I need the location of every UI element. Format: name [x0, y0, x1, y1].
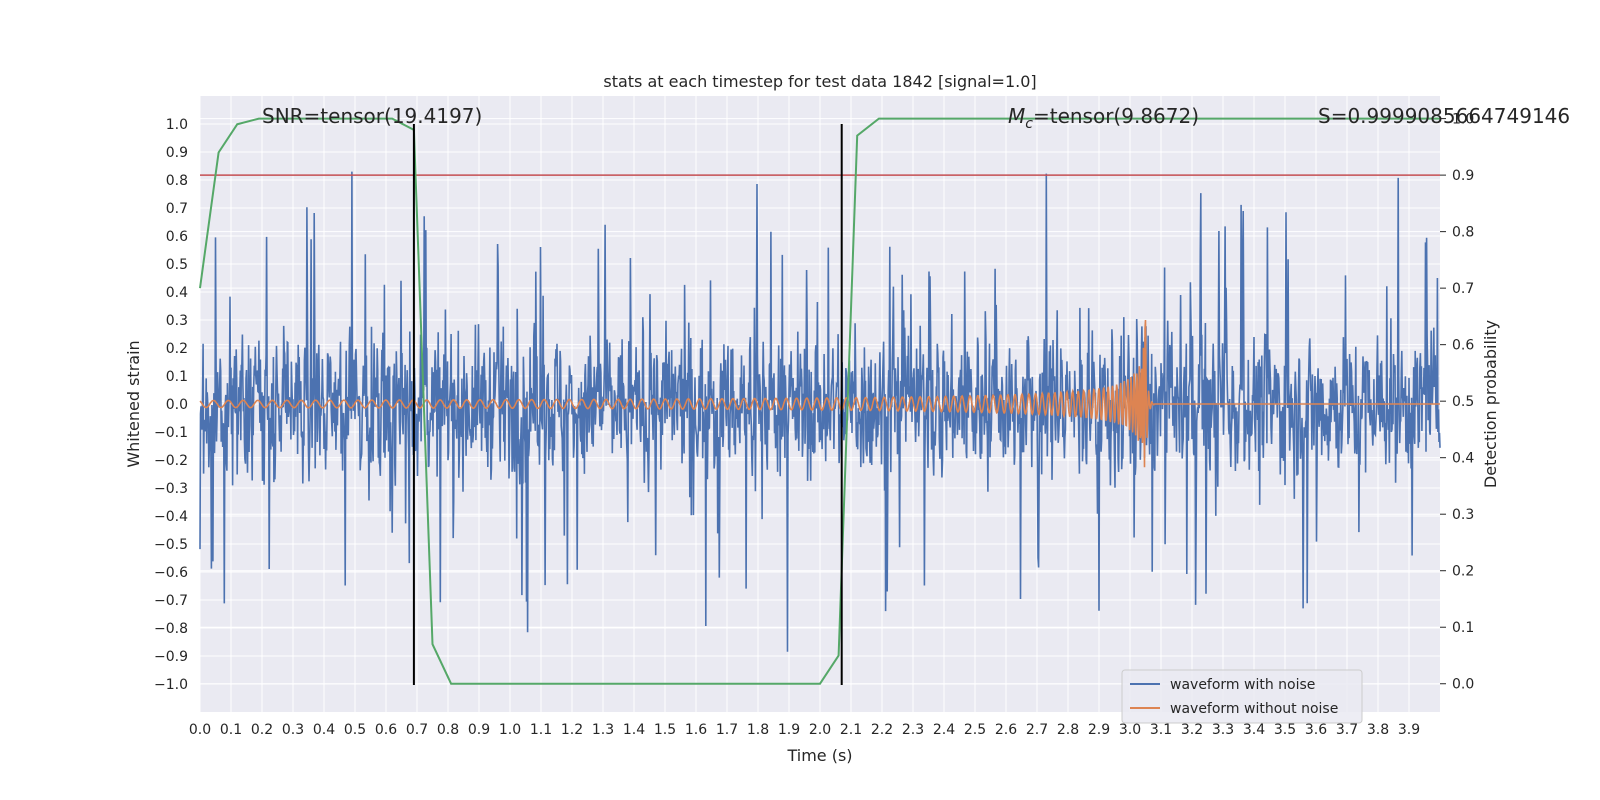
- y-tick-label: 0.1: [166, 369, 188, 385]
- x-tick-label: 0.6: [375, 722, 397, 738]
- x-tick-label: 0.1: [220, 722, 242, 738]
- chirp-mass-value: =tensor(9.8672): [1033, 104, 1199, 128]
- x-tick-label: 1.3: [592, 722, 614, 738]
- y2-tick-label: 1.0: [1452, 112, 1474, 128]
- x-tick-label: 1.4: [623, 722, 645, 738]
- legend-box: [1121, 669, 1363, 724]
- y-tick-label: 0.8: [166, 173, 188, 189]
- x-tick-label: 1.9: [778, 722, 800, 738]
- y2-tick-label: 0.1: [1452, 620, 1474, 636]
- y2-tick-label: 0.6: [1452, 338, 1474, 354]
- chirp-mass-symbol: M: [1008, 104, 1025, 128]
- x-tick-label: 2.1: [840, 722, 862, 738]
- x-tick-label: 3.5: [1274, 722, 1296, 738]
- x-tick-label: 1.1: [530, 722, 552, 738]
- y-tick-label: −0.5: [154, 537, 188, 553]
- x-tick-label: 3.3: [1212, 722, 1234, 738]
- x-tick-label: 2.5: [964, 722, 986, 738]
- x-tick-label: 2.7: [1026, 722, 1048, 738]
- x-tick-label: 0.9: [468, 722, 490, 738]
- y2-axis-ticks: 1.0 0.9 0.8 0.7 0.6 0.5 0.4 0.3 0.2 0.1 0.0: [1440, 112, 1474, 693]
- y-tick-label: −0.6: [154, 565, 188, 581]
- legend-label-noise: waveform with noise: [1170, 677, 1315, 693]
- x-tick-label: 3.8: [1367, 722, 1389, 738]
- y-tick-label: 0.2: [166, 341, 188, 357]
- y-tick-label: −0.1: [154, 425, 188, 441]
- legend: waveform with noise waveform without noi…: [1121, 669, 1363, 724]
- x-tick-label: 0.8: [437, 722, 459, 738]
- x-tick-label: 3.2: [1181, 722, 1203, 738]
- x-tick-label: 2.2: [871, 722, 893, 738]
- y2-tick-label: 0.0: [1452, 677, 1474, 693]
- x-tick-label: 2.4: [933, 722, 955, 738]
- x-tick-label: 3.9: [1398, 722, 1420, 738]
- x-tick-label: 3.6: [1305, 722, 1327, 738]
- y-tick-label: 0.6: [166, 229, 188, 245]
- y-tick-label: −1.0: [154, 677, 188, 693]
- x-tick-label: 2.8: [1057, 722, 1079, 738]
- y-tick-label: 0.7: [166, 201, 188, 217]
- y2-tick-label: 0.3: [1452, 507, 1474, 523]
- x-tick-label: 2.3: [902, 722, 924, 738]
- x-tick-label: 3.4: [1243, 722, 1265, 738]
- x-tick-label: 0.0: [189, 722, 211, 738]
- chirp-mass-annotation: Mc=tensor(9.8672): [1008, 104, 1199, 132]
- x-tick-label: 2.9: [1088, 722, 1110, 738]
- y2-tick-label: 0.5: [1452, 394, 1474, 410]
- y-tick-label: 0.4: [166, 285, 188, 301]
- snr-annotation: SNR=tensor(19.4197): [262, 104, 482, 128]
- chart-title: stats at each timestep for test data 184…: [603, 72, 1036, 91]
- y2-tick-label: 0.9: [1452, 168, 1474, 184]
- y2-tick-label: 0.8: [1452, 225, 1474, 241]
- x-tick-label: 3.0: [1119, 722, 1141, 738]
- series-detection-probability: [199, 117, 1440, 685]
- x-tick-label: 3.7: [1336, 722, 1358, 738]
- x-tick-label: 1.5: [654, 722, 676, 738]
- y-tick-label: −0.8: [154, 621, 188, 637]
- x-axis-ticks: 0.0 0.1 0.2 0.3 0.4 0.5 0.6 0.7 0.8 0.9 1.0 1.1 1.2 1…: [189, 722, 1420, 738]
- y-tick-label: −0.3: [154, 481, 188, 497]
- x-tick-label: 3.1: [1150, 722, 1172, 738]
- x-tick-label: 0.5: [344, 722, 366, 738]
- y-tick-label: 1.0: [166, 117, 188, 133]
- y2-tick-label: 0.4: [1452, 451, 1474, 467]
- x-tick-label: 1.2: [561, 722, 583, 738]
- y2-tick-label: 0.2: [1452, 564, 1474, 580]
- x-tick-label: 1.0: [499, 722, 521, 738]
- series-waveform-without-noise: [199, 319, 1440, 468]
- x-tick-label: 1.6: [685, 722, 707, 738]
- y-tick-label: −0.7: [154, 593, 188, 609]
- y2-tick-label: 0.7: [1452, 281, 1474, 297]
- y-tick-label: 0.0: [166, 397, 188, 413]
- s-annotation: S=0.9999085664749146: [1318, 104, 1570, 128]
- x-tick-label: 0.7: [406, 722, 428, 738]
- y-tick-label: −0.2: [154, 453, 188, 469]
- series-waveform-with-noise: [199, 171, 1441, 652]
- x-tick-label: 0.2: [251, 722, 273, 738]
- y-tick-label: −0.4: [154, 509, 188, 525]
- y-tick-label: 0.3: [166, 313, 188, 329]
- y-tick-label: −0.9: [154, 649, 188, 665]
- x-tick-label: 1.7: [716, 722, 738, 738]
- x-tick-label: 0.3: [282, 722, 304, 738]
- y2-axis-label: Detection probability: [1481, 320, 1500, 488]
- plot-area: [199, 117, 1441, 685]
- legend-label-clean: waveform without noise: [1170, 701, 1338, 717]
- y-tick-label: 0.5: [166, 257, 188, 273]
- y-axis-ticks: 1.0 0.9 0.8 0.7 0.6 0.5 0.4 0.3 0.2 0.1 0.0 −0.1 −0.…: [154, 117, 188, 693]
- x-axis-label: Time (s): [786, 746, 852, 765]
- x-tick-label: 0.4: [313, 722, 335, 738]
- x-tick-label: 2.6: [995, 722, 1017, 738]
- y-axis-label: Whitened strain: [124, 340, 143, 467]
- x-tick-label: 1.8: [747, 722, 769, 738]
- y-tick-label: 0.9: [166, 145, 188, 161]
- x-tick-label: 2.0: [809, 722, 831, 738]
- chirp-mass-subscript: c: [1025, 116, 1033, 132]
